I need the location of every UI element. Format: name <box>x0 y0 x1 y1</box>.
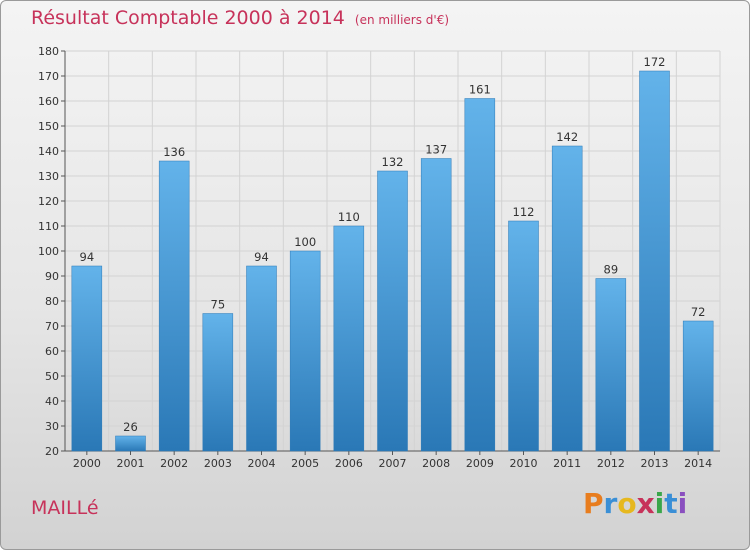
value-label-2007: 132 <box>382 155 404 169</box>
bar-2002 <box>158 160 190 452</box>
value-label-2003: 75 <box>211 298 226 312</box>
y-tick-label-150: 150 <box>38 120 59 133</box>
value-label-2000: 94 <box>80 250 95 264</box>
bar-2012 <box>595 278 627 452</box>
logo-letter: x <box>636 487 655 520</box>
logo-letter: o <box>617 487 637 520</box>
bar-2004 <box>246 265 277 452</box>
chart-title-main: Résultat Comptable 2000 à 2014 <box>31 7 345 29</box>
value-label-2013: 172 <box>644 55 666 69</box>
proxiti-logo[interactable]: Proxiti <box>583 487 687 520</box>
bar-2013 <box>639 70 670 452</box>
value-label-2010: 112 <box>513 205 535 219</box>
value-label-2002: 136 <box>163 145 185 159</box>
bar-2006 <box>333 225 365 452</box>
value-label-2008: 137 <box>425 143 447 157</box>
value-labels: 94 26 136 75 94 100 110 132 137 161 112 142 89 172 72 <box>80 55 706 434</box>
x-tick-label-2006: 2006 <box>335 457 363 470</box>
bar-2008 <box>420 158 452 452</box>
bar-2005 <box>289 250 321 452</box>
x-tick-label-2007: 2007 <box>379 457 407 470</box>
y-tick-label-170: 170 <box>38 70 59 83</box>
x-tick-label-2002: 2002 <box>160 457 188 470</box>
x-tick-label-2008: 2008 <box>422 457 450 470</box>
y-tick-label-40: 40 <box>45 395 59 408</box>
value-label-2011: 142 <box>556 130 578 144</box>
x-tick-label-2000: 2000 <box>73 457 101 470</box>
bar-2011 <box>551 145 583 452</box>
y-tick-label-60: 60 <box>45 345 59 358</box>
bar-2010 <box>508 220 539 452</box>
commune-name: MAILLé <box>31 497 99 519</box>
value-label-2005: 100 <box>294 235 316 249</box>
x-tick-label-2014: 2014 <box>684 457 712 470</box>
logo-letter: i <box>654 487 665 520</box>
x-tick-label-2009: 2009 <box>466 457 494 470</box>
x-tick-label-2005: 2005 <box>291 457 319 470</box>
y-tick-label-100: 100 <box>38 245 59 258</box>
y-tick-label-120: 120 <box>38 195 59 208</box>
value-label-2004: 94 <box>254 250 269 264</box>
logo-letter: r <box>603 487 618 520</box>
bar-2014 <box>682 320 714 452</box>
y-tick-label-90: 90 <box>45 270 59 283</box>
logo-letter: P <box>583 487 604 520</box>
y-tick-label-130: 130 <box>38 170 59 183</box>
x-tick-label-2011: 2011 <box>553 457 581 470</box>
y-tick-label-80: 80 <box>45 295 59 308</box>
bar-2001 <box>115 435 146 452</box>
y-tick-label-70: 70 <box>45 320 59 333</box>
bar-2007 <box>377 170 408 452</box>
y-tick-label-180: 180 <box>38 45 59 58</box>
x-tick-label-2010: 2010 <box>510 457 538 470</box>
bars <box>71 70 714 452</box>
value-label-2001: 26 <box>123 420 138 434</box>
x-tick-label-2001: 2001 <box>117 457 145 470</box>
y-tick-label-30: 30 <box>45 420 59 433</box>
y-tick-label-140: 140 <box>38 145 59 158</box>
y-tick-label-20: 20 <box>45 445 59 458</box>
value-label-2012: 89 <box>604 263 619 277</box>
y-tick-label-110: 110 <box>38 220 59 233</box>
bar-2003 <box>202 313 234 452</box>
bar-2009 <box>464 98 496 452</box>
y-tick-label-50: 50 <box>45 370 59 383</box>
chart-title-unit: (en milliers d'€) <box>354 13 450 27</box>
value-label-2014: 72 <box>691 305 706 319</box>
y-tick-label-160: 160 <box>38 95 59 108</box>
value-label-2006: 110 <box>338 210 360 224</box>
x-tick-label-2013: 2013 <box>641 457 669 470</box>
x-tick-label-2003: 2003 <box>204 457 232 470</box>
x-tick-label-2012: 2012 <box>597 457 625 470</box>
logo-letter: i <box>677 487 688 520</box>
value-label-2009: 161 <box>469 83 491 97</box>
chart-title: Résultat Comptable 2000 à 2014 (en millie… <box>31 7 449 29</box>
bar-2000 <box>71 265 103 452</box>
logo-letter: t <box>664 487 678 520</box>
x-tick-label-2004: 2004 <box>248 457 276 470</box>
